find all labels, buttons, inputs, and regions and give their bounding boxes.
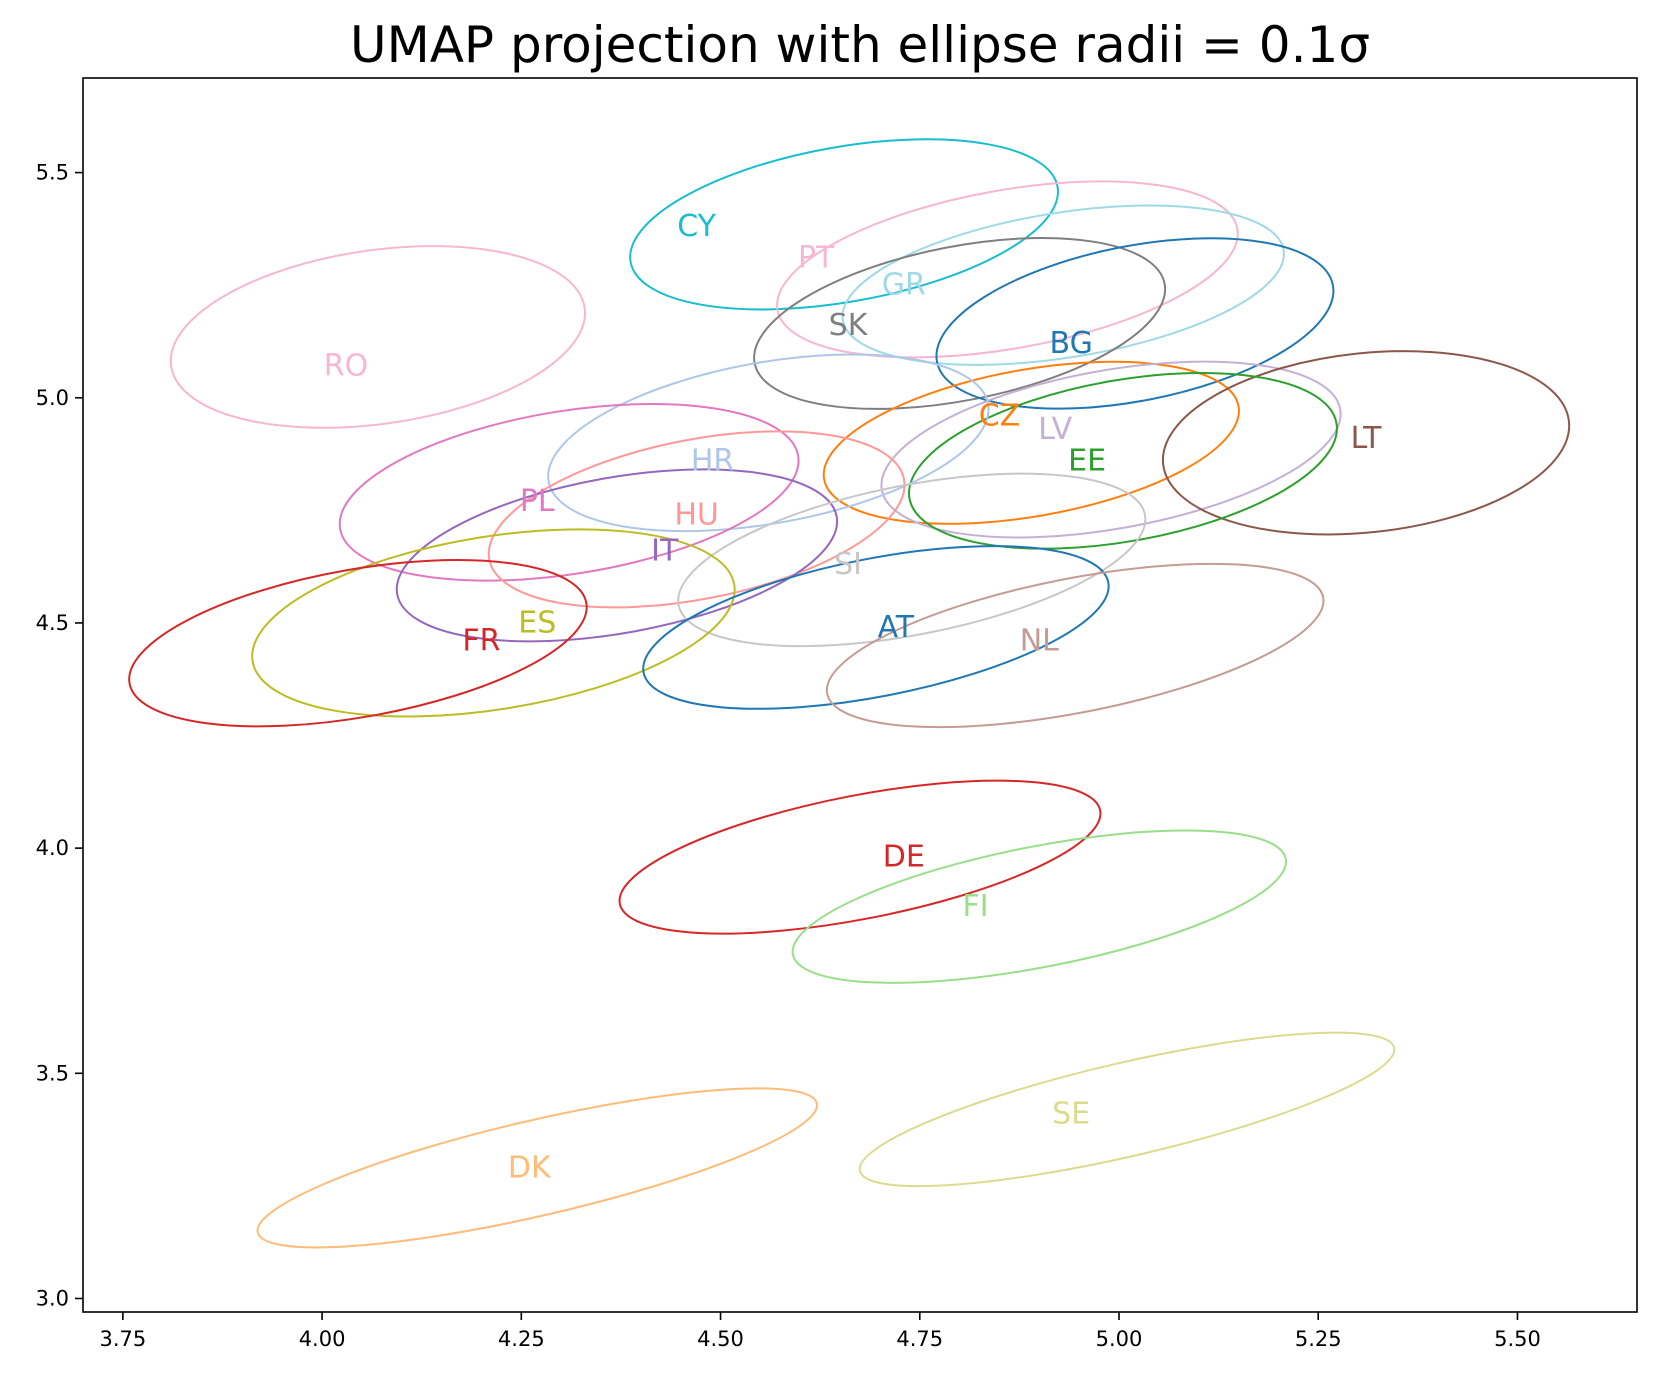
point-label-es: ES xyxy=(518,605,556,640)
ellipse-de xyxy=(618,779,1102,935)
ellipse-se xyxy=(858,1031,1396,1188)
ellipse-fi xyxy=(791,829,1287,984)
point-label-bg: BG xyxy=(1050,326,1093,361)
y-tick-label: 3.0 xyxy=(36,1286,69,1310)
ellipse-ro xyxy=(169,245,586,429)
ellipse-cy xyxy=(629,138,1059,311)
x-tick-label: 4.75 xyxy=(896,1327,943,1351)
point-label-pt: PT xyxy=(798,241,835,276)
point-label-nl: NL xyxy=(1020,623,1059,658)
ellipse-pl xyxy=(338,403,800,582)
point-label-cy: CY xyxy=(677,209,716,244)
ellipse-lt xyxy=(1161,350,1571,536)
chart-title: UMAP projection with ellipse radii = 0.1… xyxy=(350,16,1370,74)
ellipse-at xyxy=(642,545,1110,710)
point-label-hu: HU xyxy=(674,497,719,532)
point-label-pl: PL xyxy=(520,484,555,519)
y-tick-label: 5.5 xyxy=(36,161,69,185)
ellipse-fr xyxy=(128,559,588,728)
point-label-lv: LV xyxy=(1038,412,1072,447)
point-label-de: DE xyxy=(883,840,925,875)
ellipse-pt xyxy=(776,180,1239,359)
ellipse-layer xyxy=(128,138,1571,1249)
point-label-fi: FI xyxy=(962,889,988,924)
ellipse-it xyxy=(395,468,839,643)
axes: 3.75 4.00 4.25 4.50 4.75 5.00 5.25 5.50 3.0 3.5 4.… xyxy=(36,77,1638,1351)
x-tick-label: 4.00 xyxy=(299,1327,346,1351)
point-label-sk: SK xyxy=(829,308,869,343)
ellipse-dk xyxy=(256,1087,818,1249)
point-label-fr: FR xyxy=(462,623,500,658)
point-label-cz: CZ xyxy=(979,398,1021,433)
point-label-hr: HR xyxy=(691,443,734,478)
x-tick-label: 4.50 xyxy=(697,1327,744,1351)
ellipse-hu xyxy=(487,430,906,609)
ellipse-hr xyxy=(547,353,990,533)
ellipse-gr xyxy=(841,204,1285,366)
y-tick-label: 4.0 xyxy=(36,836,69,860)
y-tick-label: 5.0 xyxy=(36,386,69,410)
x-tick-label: 5.25 xyxy=(1295,1327,1342,1351)
point-label-ee: EE xyxy=(1068,443,1106,478)
ellipse-bg xyxy=(935,237,1335,410)
ellipse-ee xyxy=(908,371,1338,550)
y-tick-label: 3.5 xyxy=(36,1061,69,1085)
ellipse-cz xyxy=(822,360,1240,525)
y-tick-label: 4.5 xyxy=(36,611,69,635)
x-tick-label: 5.00 xyxy=(1096,1327,1143,1351)
ellipse-nl xyxy=(825,562,1325,729)
point-label-it: IT xyxy=(651,533,679,568)
point-label-dk: DK xyxy=(508,1150,552,1185)
point-label-ro: RO xyxy=(324,349,368,384)
point-label-at: AT xyxy=(878,610,915,645)
plot-frame xyxy=(82,77,1638,1313)
point-label-se: SE xyxy=(1052,1096,1090,1131)
ellipse-es xyxy=(251,528,736,718)
ellipse-si xyxy=(677,472,1147,648)
point-label-si: SI xyxy=(834,547,862,582)
x-tick-label: 4.25 xyxy=(498,1327,545,1351)
x-tick-label: 5.50 xyxy=(1494,1327,1541,1351)
point-label-gr: GR xyxy=(882,268,926,303)
x-tick-label: 3.75 xyxy=(99,1327,146,1351)
point-label-lt: LT xyxy=(1351,421,1383,456)
